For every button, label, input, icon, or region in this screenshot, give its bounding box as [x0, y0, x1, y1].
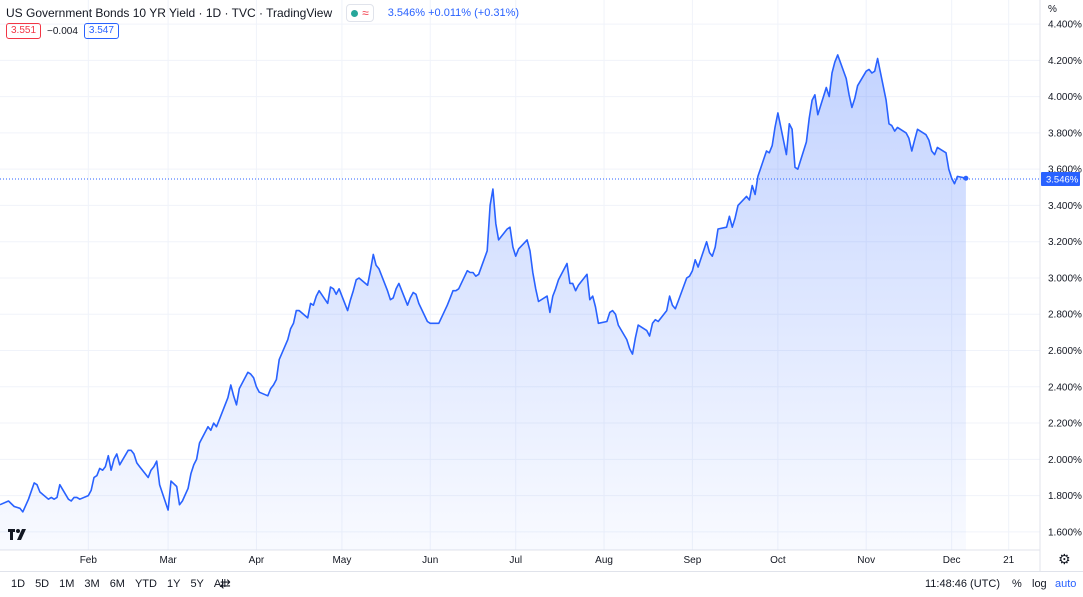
- x-tick-label: Apr: [249, 555, 265, 566]
- change-value: +0.011%: [428, 7, 472, 19]
- range-selector: 1D 5D 1M 3M 6M YTD 1Y 5Y All: [6, 578, 231, 590]
- range-button-ytd[interactable]: YTD: [134, 578, 157, 590]
- tradingview-logo-icon[interactable]: [7, 527, 29, 541]
- y-tick-label: 3.000%: [1048, 273, 1082, 284]
- x-tick-label: 21: [1003, 555, 1015, 566]
- log-scale-toggle[interactable]: log: [1032, 578, 1047, 590]
- settings-gear-icon[interactable]: ⚙: [1058, 551, 1071, 567]
- symbol-title[interactable]: US Government Bonds 10 YR Yield · 1D · T…: [6, 6, 333, 20]
- x-tick-label: Jul: [509, 555, 522, 566]
- x-tick-label: Aug: [595, 555, 613, 566]
- x-tick-label: Oct: [770, 555, 786, 566]
- y-tick-label: 3.200%: [1048, 237, 1082, 248]
- y-tick-label: 3.800%: [1048, 128, 1082, 139]
- bid-price[interactable]: 3.551: [6, 23, 42, 39]
- y-tick-label: 4.400%: [1048, 20, 1082, 31]
- range-button-1m[interactable]: 1M: [59, 578, 75, 590]
- bottom-toolbar: 1D 5D 1M 3M 6M YTD 1Y 5Y All ⇄ 11:48:46 (UTC) % …: [0, 571, 1083, 597]
- market-open-dot-icon: [351, 9, 359, 17]
- spread-value: −0.004: [47, 25, 78, 37]
- x-tick-label: May: [332, 555, 351, 566]
- x-tick-label: Mar: [159, 555, 177, 566]
- range-button-5d[interactable]: 5D: [35, 578, 50, 590]
- last-point-marker[interactable]: [963, 175, 969, 181]
- x-tick-label: Feb: [80, 555, 98, 566]
- y-tick-label: 3.400%: [1048, 201, 1082, 212]
- y-tick-label: 4.200%: [1048, 56, 1082, 67]
- go-to-date-icon[interactable]: ⇄: [220, 576, 231, 591]
- y-tick-label: 1.800%: [1048, 491, 1082, 502]
- y-tick-label: 4.000%: [1048, 92, 1082, 103]
- y-tick-label: 1.600%: [1048, 527, 1082, 538]
- x-tick-label: Nov: [857, 555, 875, 566]
- series-line[interactable]: [0, 54, 967, 513]
- range-button-all[interactable]: All: [213, 578, 227, 590]
- ask-price[interactable]: 3.547: [83, 23, 119, 39]
- change-percent: (+0.31%): [474, 7, 520, 19]
- price-tag: [1041, 171, 1080, 186]
- y-tick-label: 2.800%: [1048, 310, 1082, 321]
- range-button-3m[interactable]: 3M: [84, 578, 100, 590]
- range-button-1d[interactable]: 1D: [11, 578, 26, 590]
- chart-legend: US Government Bonds 10 YR Yield · 1D · T…: [6, 4, 519, 22]
- y-tick-label: 2.600%: [1048, 346, 1082, 357]
- axis-unit-label: %: [1048, 4, 1057, 15]
- utc-clock[interactable]: 11:48:46 (UTC): [925, 578, 1000, 590]
- legend-values: 3.546% +0.011% (+0.31%): [388, 7, 519, 19]
- quote-row: 3.551 −0.004 3.547: [6, 23, 119, 39]
- y-tick-label: 2.000%: [1048, 455, 1082, 466]
- wave-icon: ≈: [362, 6, 369, 20]
- x-tick-label: Jun: [422, 555, 438, 566]
- price-chart[interactable]: 1.600% 1.800% 2.000% 2.200% 2.400% 2.600% 2.80…: [0, 0, 1083, 571]
- range-button-6m[interactable]: 6M: [109, 578, 125, 590]
- percent-scale-toggle[interactable]: %: [1012, 578, 1022, 590]
- y-tick-label: 3.600%: [1048, 165, 1082, 176]
- y-tick-label: 2.400%: [1048, 382, 1082, 393]
- x-tick-label: Dec: [943, 555, 961, 566]
- x-tick-label: Sep: [683, 555, 701, 566]
- range-button-1y[interactable]: 1Y: [166, 578, 181, 590]
- market-status-badge[interactable]: ≈: [346, 4, 374, 22]
- range-button-5y[interactable]: 5Y: [190, 578, 204, 590]
- last-value: 3.546%: [387, 7, 426, 19]
- series-area-fill: [0, 54, 966, 551]
- y-tick-label: 2.200%: [1048, 419, 1082, 430]
- auto-scale-toggle[interactable]: auto: [1055, 578, 1077, 590]
- price-tag-label: 3.546%: [1046, 174, 1079, 185]
